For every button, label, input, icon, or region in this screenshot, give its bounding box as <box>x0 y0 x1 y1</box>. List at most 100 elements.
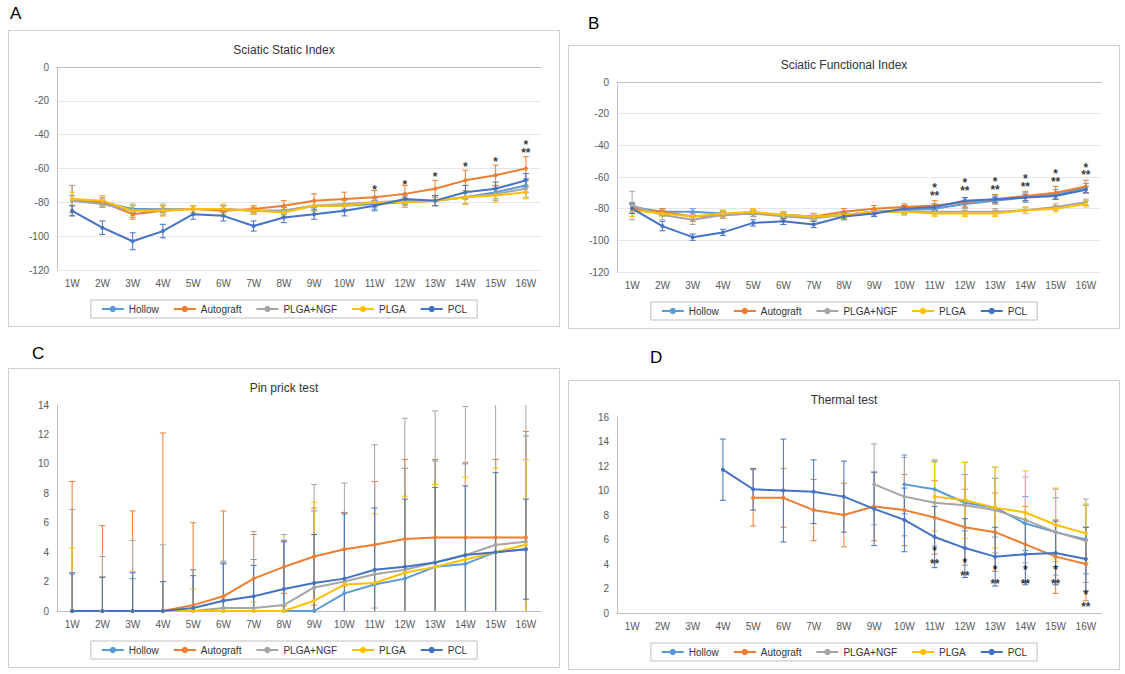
svg-text:Autograft: Autograft <box>201 304 242 315</box>
svg-text:PLGA+NGF: PLGA+NGF <box>283 304 337 315</box>
svg-text:5W: 5W <box>746 621 762 632</box>
svg-text:*: * <box>932 544 937 558</box>
svg-text:0: 0 <box>43 606 49 617</box>
svg-text:**: ** <box>1081 600 1091 614</box>
svg-text:14W: 14W <box>1015 280 1036 291</box>
svg-text:12W: 12W <box>395 278 416 289</box>
svg-text:13W: 13W <box>985 280 1006 291</box>
svg-text:13W: 13W <box>425 619 446 630</box>
svg-text:9W: 9W <box>307 619 323 630</box>
svg-text:Sciatic Functional Index: Sciatic Functional Index <box>781 58 908 72</box>
svg-text:PCL: PCL <box>448 304 468 315</box>
svg-text:4W: 4W <box>155 278 171 289</box>
svg-text:0: 0 <box>603 77 609 88</box>
svg-text:**: ** <box>1051 577 1061 591</box>
svg-text:10W: 10W <box>334 278 355 289</box>
svg-text:7W: 7W <box>246 619 262 630</box>
svg-text:16W: 16W <box>1076 621 1097 632</box>
svg-text:Autograft: Autograft <box>761 647 802 658</box>
svg-text:*: * <box>403 178 408 192</box>
svg-text:12W: 12W <box>955 621 976 632</box>
svg-text:16W: 16W <box>516 619 537 630</box>
svg-text:**: ** <box>930 189 940 203</box>
svg-text:-120: -120 <box>589 267 609 278</box>
svg-text:11W: 11W <box>365 278 385 289</box>
svg-text:5W: 5W <box>186 619 202 630</box>
svg-text:**: ** <box>1021 180 1031 194</box>
svg-text:Thermal test: Thermal test <box>811 393 878 407</box>
svg-text:PCL: PCL <box>1008 306 1028 317</box>
svg-text:4: 4 <box>603 559 609 570</box>
svg-text:9W: 9W <box>867 280 883 291</box>
svg-text:**: ** <box>960 184 970 198</box>
svg-text:2W: 2W <box>655 621 671 632</box>
svg-text:4W: 4W <box>155 619 171 630</box>
svg-text:-20: -20 <box>595 108 610 119</box>
svg-text:*: * <box>963 556 968 570</box>
svg-text:11W: 11W <box>925 621 945 632</box>
svg-text:*: * <box>1053 563 1058 577</box>
svg-text:*: * <box>993 563 998 577</box>
svg-text:14: 14 <box>38 400 50 411</box>
svg-text:12: 12 <box>38 429 50 440</box>
svg-text:**: ** <box>1081 168 1091 182</box>
svg-text:PCL: PCL <box>448 645 468 656</box>
svg-text:6: 6 <box>603 534 609 545</box>
svg-text:14W: 14W <box>455 619 476 630</box>
svg-text:**: ** <box>930 557 940 571</box>
svg-text:PLGA: PLGA <box>379 645 406 656</box>
svg-text:10W: 10W <box>894 280 915 291</box>
svg-text:-120: -120 <box>29 265 49 276</box>
svg-text:14W: 14W <box>1015 621 1036 632</box>
svg-text:**: ** <box>960 569 970 583</box>
svg-text:14: 14 <box>598 436 610 447</box>
svg-text:12: 12 <box>598 461 610 472</box>
svg-text:Sciatic Static Index: Sciatic Static Index <box>233 43 334 57</box>
svg-text:Pin prick test: Pin prick test <box>250 381 319 395</box>
svg-text:8W: 8W <box>276 619 292 630</box>
svg-text:PLGA: PLGA <box>939 647 966 658</box>
svg-text:2W: 2W <box>655 280 671 291</box>
svg-text:Hollow: Hollow <box>129 304 160 315</box>
svg-text:15W: 15W <box>1045 621 1066 632</box>
svg-text:*: * <box>493 155 498 169</box>
svg-text:4W: 4W <box>715 621 731 632</box>
svg-text:0: 0 <box>43 62 49 73</box>
svg-text:1W: 1W <box>65 278 81 289</box>
svg-text:**: ** <box>990 577 1000 591</box>
svg-text:PLGA+NGF: PLGA+NGF <box>843 306 897 317</box>
svg-text:7W: 7W <box>246 278 262 289</box>
svg-text:9W: 9W <box>867 621 883 632</box>
svg-text:-100: -100 <box>29 231 49 242</box>
svg-text:1W: 1W <box>65 619 81 630</box>
svg-text:PLGA: PLGA <box>379 304 406 315</box>
svg-text:6W: 6W <box>216 278 232 289</box>
svg-text:2: 2 <box>603 583 609 594</box>
svg-text:6W: 6W <box>776 280 792 291</box>
svg-text:*: * <box>433 170 438 184</box>
svg-text:**: ** <box>1051 175 1061 189</box>
svg-text:2W: 2W <box>95 278 111 289</box>
svg-text:**: ** <box>521 146 531 160</box>
svg-text:1W: 1W <box>625 280 641 291</box>
svg-text:8: 8 <box>43 488 49 499</box>
svg-text:5W: 5W <box>186 278 202 289</box>
svg-text:14W: 14W <box>455 278 476 289</box>
svg-text:6W: 6W <box>216 619 232 630</box>
svg-text:-100: -100 <box>589 235 609 246</box>
svg-text:5W: 5W <box>746 280 762 291</box>
svg-text:7W: 7W <box>806 621 822 632</box>
svg-text:Hollow: Hollow <box>129 645 160 656</box>
svg-text:PLGA+NGF: PLGA+NGF <box>283 645 337 656</box>
svg-text:-80: -80 <box>35 197 50 208</box>
svg-text:*: * <box>1023 563 1028 577</box>
svg-text:10: 10 <box>598 485 610 496</box>
svg-text:16: 16 <box>598 412 610 423</box>
svg-text:Autograft: Autograft <box>201 645 242 656</box>
svg-text:1W: 1W <box>625 621 641 632</box>
svg-text:8W: 8W <box>836 280 852 291</box>
svg-text:Hollow: Hollow <box>689 306 720 317</box>
svg-text:2: 2 <box>43 576 49 587</box>
svg-text:11W: 11W <box>925 280 945 291</box>
svg-text:6W: 6W <box>776 621 792 632</box>
